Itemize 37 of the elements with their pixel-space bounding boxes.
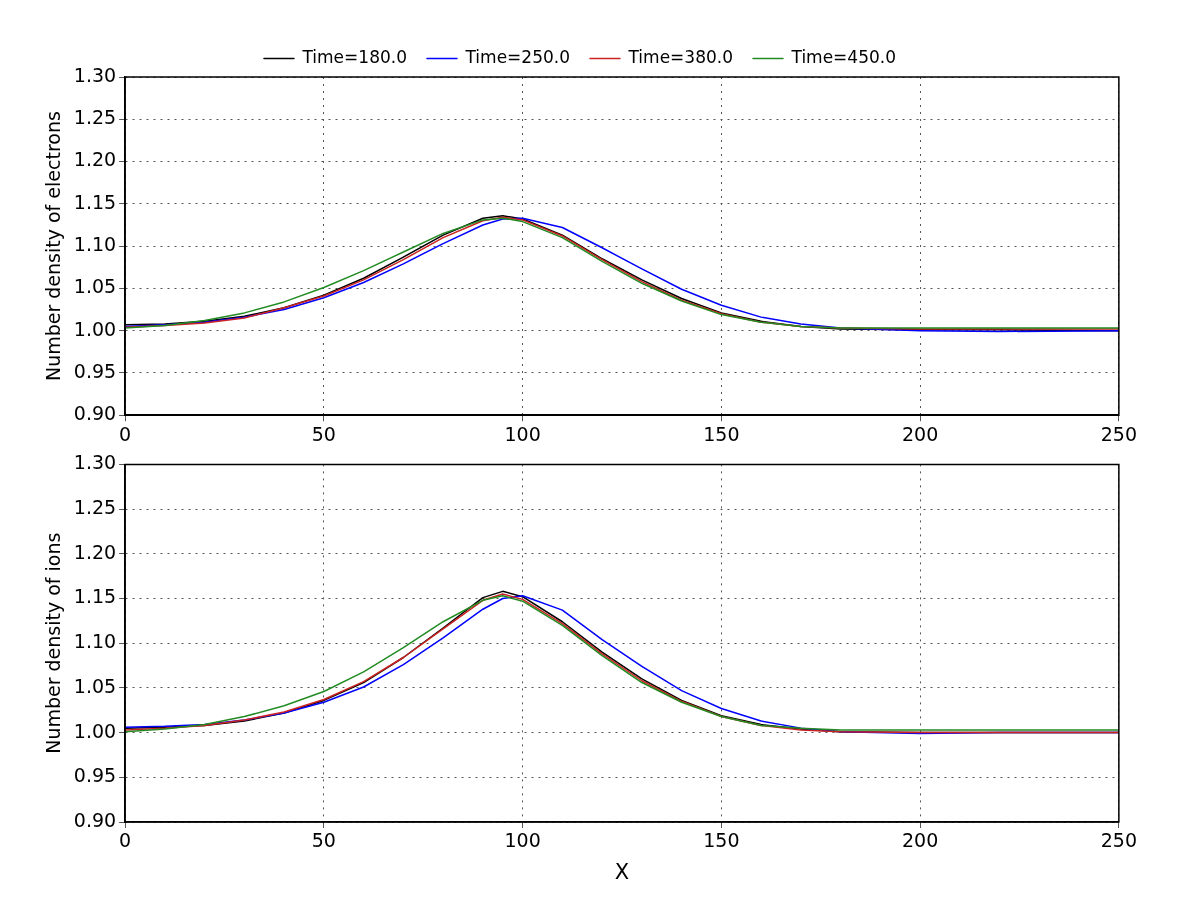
y-tick-label: 1.25 xyxy=(73,106,117,129)
y-tick-label: 0.90 xyxy=(73,808,117,831)
x-tick-label: 50 xyxy=(311,829,336,852)
y-tick-label: 1.00 xyxy=(73,317,117,340)
legend-label: Time=380.0 xyxy=(627,46,734,67)
y-tick-label: 1.05 xyxy=(73,275,117,298)
y-tick-label: 1.00 xyxy=(73,719,117,742)
x-tick-label: 100 xyxy=(504,829,541,852)
y-tick-label: 1.15 xyxy=(73,585,117,608)
x-axis-title: X xyxy=(614,859,630,884)
x-tick-label: 250 xyxy=(1100,422,1137,445)
x-tick-label: 50 xyxy=(311,422,336,445)
x-tick-label: 150 xyxy=(703,829,740,852)
y-tick-label: 1.15 xyxy=(73,190,117,213)
y-tick-label: 1.10 xyxy=(73,233,117,256)
x-tick-label: 200 xyxy=(901,422,939,445)
x-tick-label: 250 xyxy=(1100,829,1137,852)
y-tick-label: 1.05 xyxy=(73,674,117,697)
y-axis-title: Number density of ions xyxy=(42,532,65,754)
x-tick-label: 0 xyxy=(119,829,132,852)
y-tick-label: 0.95 xyxy=(73,359,117,382)
x-tick-label: 100 xyxy=(504,422,541,445)
legend-label: Time=450.0 xyxy=(790,46,897,67)
y-tick-label: 1.20 xyxy=(73,540,117,563)
y-tick-label: 1.10 xyxy=(73,630,117,653)
y-axis-title: Number density of electrons xyxy=(42,111,65,382)
y-tick-label: 0.95 xyxy=(73,764,117,787)
y-tick-label: 1.30 xyxy=(73,451,117,474)
x-tick-label: 200 xyxy=(901,829,939,852)
x-tick-label: 150 xyxy=(703,422,740,445)
legend-label: Time=250.0 xyxy=(464,46,570,67)
y-tick-label: 1.20 xyxy=(73,148,117,171)
legend-label: Time=180.0 xyxy=(301,46,407,67)
y-tick-label: 0.90 xyxy=(73,402,117,425)
x-tick-label: 0 xyxy=(119,422,132,445)
y-tick-label: 1.25 xyxy=(73,496,117,519)
y-tick-label: 1.30 xyxy=(73,63,117,86)
